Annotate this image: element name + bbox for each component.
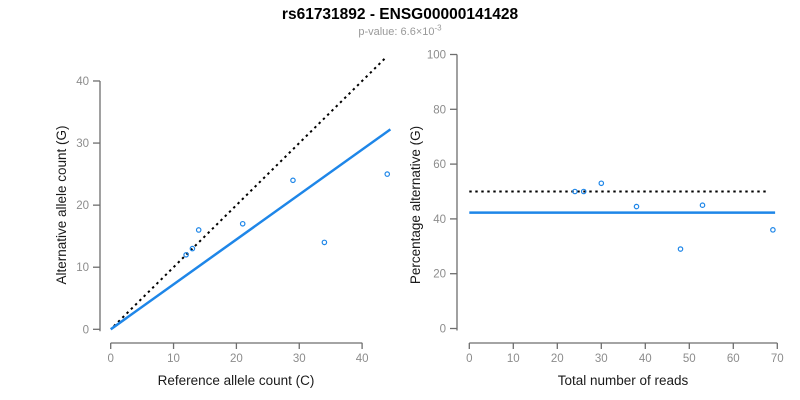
fit-line <box>109 128 392 331</box>
x-tick-label: 0 <box>466 353 472 365</box>
identity-line <box>113 56 387 327</box>
data-point <box>699 202 706 209</box>
x-tick-label: 60 <box>727 353 740 365</box>
data-point <box>580 188 587 195</box>
x-tick-label: 0 <box>107 353 113 365</box>
x-tick-label: 30 <box>293 353 306 365</box>
x-axis-title: Reference allele count (C) <box>158 373 315 388</box>
x-axis-title: Total number of reads <box>558 373 689 388</box>
y-axis-title: Percentage alternative (G) <box>408 126 423 284</box>
data-point <box>598 180 605 187</box>
allele-counts-panel: 0 10 20 30 40 0 10 20 30 40 Reference allele count… <box>54 56 392 388</box>
y-tick-label: 100 <box>427 50 446 62</box>
y-tick-label: 30 <box>76 138 89 150</box>
data-point <box>572 188 578 195</box>
pvalue-base: 10 <box>422 26 435 38</box>
data-point <box>195 227 202 233</box>
x-tick-label: 30 <box>595 353 608 365</box>
pvalue-prefix: p-value: 6.6 <box>358 26 416 38</box>
x-tick-label: 10 <box>167 353 180 365</box>
pvalue-times-sign: × <box>415 26 423 38</box>
y-axis-title: Alternative allele count (G) <box>54 125 69 284</box>
x-tick-label: 20 <box>551 353 564 365</box>
page-subtitle: p-value: 6.6×10-3 <box>0 23 800 38</box>
data-point <box>677 246 684 252</box>
y-tick-label: 0 <box>83 324 89 336</box>
x-tick-label: 40 <box>639 353 652 365</box>
data-point <box>633 203 640 210</box>
data-point <box>290 177 296 184</box>
y-tick-label: 80 <box>433 104 446 116</box>
y-tick-label: 0 <box>440 324 446 336</box>
x-tick-label: 10 <box>507 353 520 365</box>
data-point <box>239 220 246 227</box>
data-point <box>384 171 391 177</box>
page-title: rs61731892 - ENSG00000141428 <box>281 6 519 23</box>
data-point <box>321 239 328 246</box>
x-tick-label: 40 <box>356 353 369 365</box>
x-tick-label: 70 <box>771 353 784 365</box>
data-point <box>770 227 776 233</box>
pvalue-exponent: -3 <box>434 23 442 33</box>
x-tick-label: 20 <box>230 353 243 365</box>
x-tick-label: 50 <box>683 353 696 365</box>
data-point <box>189 245 196 252</box>
y-tick-label: 40 <box>433 214 446 226</box>
percentage-panel: 0 20 40 60 80 100 0 10 20 30 40 50 60 70 Total number … <box>408 50 784 389</box>
y-tick-label: 40 <box>76 76 89 88</box>
y-tick-label: 60 <box>433 159 446 171</box>
y-tick-label: 10 <box>76 262 89 274</box>
y-tick-label: 20 <box>76 200 89 212</box>
data-point <box>183 252 189 258</box>
y-tick-label: 20 <box>433 269 446 281</box>
